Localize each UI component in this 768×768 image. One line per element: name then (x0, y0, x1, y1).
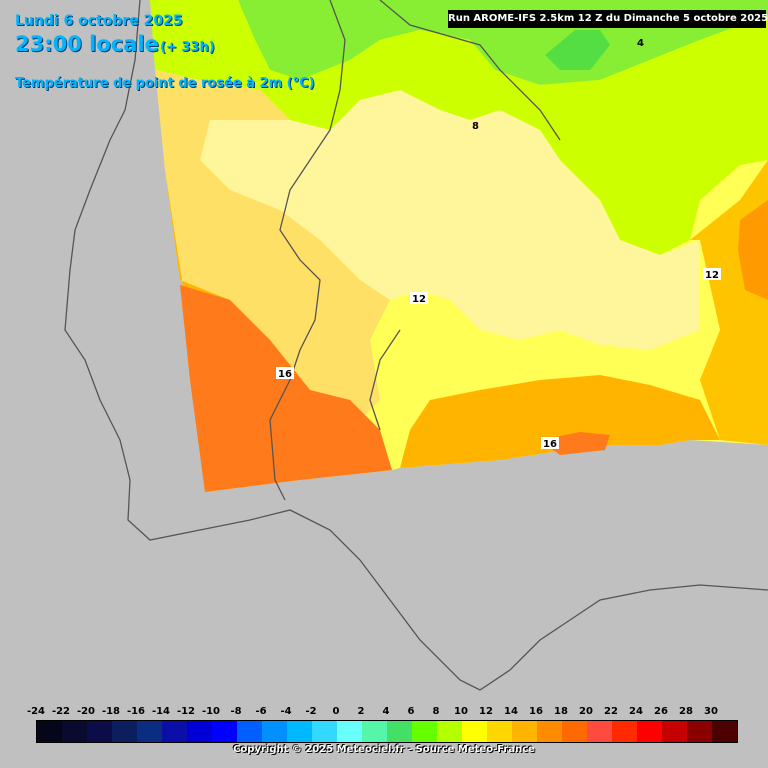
legend-tick-label: -20 (76, 706, 96, 717)
legend-swatch (162, 721, 187, 742)
legend-swatch (512, 721, 537, 742)
legend-tick-label: -10 (201, 706, 221, 717)
legend-swatch (87, 721, 112, 742)
legend-tick-label: -22 (51, 706, 71, 717)
iso-label-8: 8 (472, 121, 479, 132)
iso-label-12-center: 12 (412, 294, 426, 305)
legend-swatch (387, 721, 412, 742)
iso-label-16-west: 16 (278, 369, 292, 380)
legend-tick-label: 24 (629, 706, 643, 717)
field-darkgreen (545, 30, 610, 70)
legend-tick-label: 12 (479, 706, 493, 717)
legend-tick-label: -12 (176, 706, 196, 717)
legend-swatch (412, 721, 437, 742)
forecast-date: Lundi 6 octobre 2025 (15, 13, 183, 29)
legend-tick-label: 20 (579, 706, 593, 717)
run-info: Run AROME-IFS 2.5km 12 Z du Dimanche 5 o… (448, 10, 768, 28)
legend-swatch (312, 721, 337, 742)
legend-swatch (637, 721, 662, 742)
legend-tick-label: 0 (332, 706, 340, 717)
isotherm-labels: 4 8 12 12 16 16 (276, 38, 721, 450)
copyright: Copyright © 2025 Meteociel.fr - Source M… (233, 744, 535, 755)
legend-swatch (137, 721, 162, 742)
iso-label-12-east: 12 (705, 270, 719, 281)
legend-swatch (487, 721, 512, 742)
iso-label-16-south: 16 (543, 439, 557, 450)
legend-tick-label: 8 (432, 706, 440, 717)
legend-swatch (187, 721, 212, 742)
legend-swatch (437, 721, 462, 742)
legend-tick-label: -24 (26, 706, 46, 717)
legend-swatch (262, 721, 287, 742)
legend-tick-label: -14 (151, 706, 171, 717)
legend-tick-label: -4 (280, 706, 292, 717)
field-yellowgreen (150, 0, 768, 255)
legend-tick-label: 26 (654, 706, 668, 717)
legend-swatch (337, 721, 362, 742)
legend-tick-label: 4 (382, 706, 390, 717)
legend-swatch (212, 721, 237, 742)
legend-swatch (662, 721, 687, 742)
legend-tick-label: 16 (529, 706, 543, 717)
legend-tick-label: 22 (604, 706, 618, 717)
legend-labels: -24 -22 -20 -18 -16 -14 -12 -10 -8 -6 -4 -2 0 2 4 6 8 10 1… (24, 706, 744, 718)
field-lightorange (155, 70, 390, 420)
legend-swatch (562, 721, 587, 742)
legend-swatch (612, 721, 637, 742)
legend-swatch (712, 721, 737, 742)
field-orange-south (400, 375, 720, 468)
legend-tick-label: -16 (126, 706, 146, 717)
field-darkorange-east (738, 200, 768, 300)
legend-swatch (37, 721, 62, 742)
field-pale (200, 90, 700, 350)
borders (64, 0, 768, 691)
legend-tick-label: 18 (554, 706, 568, 717)
legend-tick-label: 10 (454, 706, 468, 717)
legend-color-bar (36, 720, 738, 743)
legend-tick-label: 14 (504, 706, 518, 717)
forecast-time: 23:00 locale (15, 32, 159, 56)
legend-swatch (112, 721, 137, 742)
legend-swatch (462, 721, 487, 742)
legend-swatch (62, 721, 87, 742)
legend-tick-label: 6 (407, 706, 415, 717)
legend-swatch (687, 721, 712, 742)
legend-swatch (362, 721, 387, 742)
legend-swatch (537, 721, 562, 742)
legend-swatch (287, 721, 312, 742)
legend-tick-label: -2 (305, 706, 317, 717)
legend-tick-label: 2 (357, 706, 365, 717)
iso-label-4: 4 (637, 38, 644, 49)
legend-tick-label: -8 (230, 706, 242, 717)
legend-tick-label: 30 (704, 706, 718, 717)
parameter-title: Température de point de rosée à 2m (°C) (15, 76, 315, 91)
legend-tick-label: -6 (255, 706, 267, 717)
forecast-offset: (+ 33h) (160, 40, 215, 55)
legend-swatch (237, 721, 262, 742)
legend-tick-label: -18 (101, 706, 121, 717)
legend-swatch (587, 721, 612, 742)
legend-tick-label: 28 (679, 706, 693, 717)
